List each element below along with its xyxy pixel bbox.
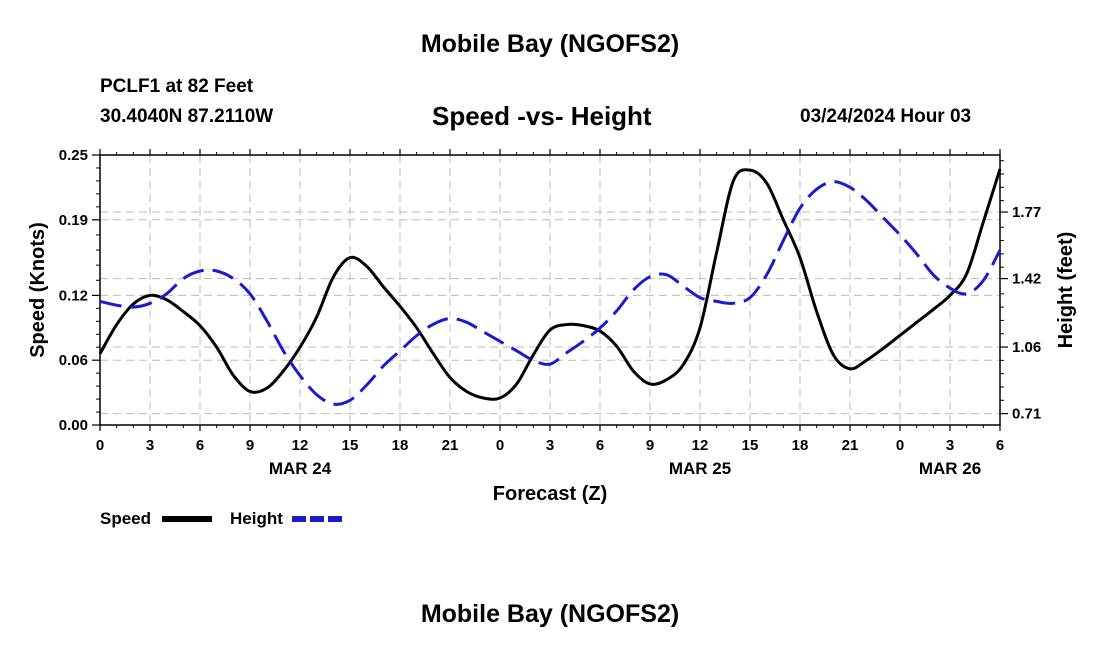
coordinates-label: 30.4040N 87.2110W: [100, 106, 274, 127]
legend-height-label: Height: [230, 509, 283, 528]
x-tick-label: 12: [292, 437, 309, 454]
y-tick-label: 0.06: [59, 352, 88, 369]
x-tick-label: 6: [596, 437, 604, 454]
grid-lines: [100, 155, 1000, 425]
y2-tick-label: 0.71: [1012, 406, 1041, 423]
y-tick-label: 0.25: [59, 147, 88, 164]
y2-tick-label: 1.77: [1012, 204, 1041, 221]
speed-height-chart: 0 3 6 9 12 15 18 21 0 3 6 9 12 15 18 21 0 3 6 MAR 24 MAR 25 M…: [27, 147, 1077, 505]
y2-tick-label: 1.42: [1012, 271, 1041, 288]
x-tick-label: 6: [996, 437, 1004, 454]
x-tick-label: 3: [546, 437, 554, 454]
x-tick-label: 9: [246, 437, 254, 454]
y2-tick-label: 1.06: [1012, 339, 1041, 356]
x-tick-label: 12: [692, 437, 709, 454]
y2-axis-label: Height (feet): [1055, 232, 1077, 349]
x-tick-label: 9: [646, 437, 654, 454]
series-line-height: [99, 180, 1002, 406]
series-line-speed: [98, 168, 1002, 401]
datetime-label: 03/24/2024 Hour 03: [800, 106, 972, 127]
x-tick-label: 0: [496, 437, 504, 454]
date-label: MAR 26: [919, 459, 981, 478]
legend-height-swatch: [292, 516, 342, 522]
x-tick-label: 3: [946, 437, 954, 454]
x-tick-label: 3: [146, 437, 154, 454]
x-axis-label: Forecast (Z): [493, 483, 607, 505]
date-label: MAR 25: [669, 459, 731, 478]
legend-speed-label: Speed: [100, 509, 152, 528]
x-tick-label: 18: [792, 437, 809, 454]
y-tick-label: 0.19: [59, 212, 88, 229]
x-tick-label: 15: [342, 437, 359, 454]
axis-labels: 0 3 6 9 12 15 18 21 0 3 6 9 12 15 18 21 0 3 6 MAR 24 MAR 25 M…: [59, 147, 1041, 478]
y-tick-label: 0.00: [59, 417, 88, 434]
x-tick-label: 0: [96, 437, 104, 454]
main-title: Mobile Bay (NGOFS2): [420, 30, 680, 58]
axis-ticks: [92, 149, 1008, 431]
bottom-title: Mobile Bay (NGOFS2): [420, 600, 680, 628]
chart-title: Speed -vs- Height: [432, 101, 652, 131]
x-tick-label: 18: [392, 437, 409, 454]
y-axis-label: Speed (Knots): [27, 222, 49, 358]
x-tick-label: 6: [196, 437, 204, 454]
x-tick-label: 21: [842, 437, 859, 454]
legend-speed-swatch: [162, 516, 212, 522]
x-tick-label: 0: [896, 437, 904, 454]
x-tick-label: 15: [742, 437, 759, 454]
series-layer: [98, 168, 1002, 406]
y-tick-label: 0.12: [59, 287, 88, 304]
x-tick-label: 21: [442, 437, 459, 454]
date-label: MAR 24: [269, 459, 332, 478]
station-label: PCLF1 at 82 Feet: [100, 76, 254, 97]
